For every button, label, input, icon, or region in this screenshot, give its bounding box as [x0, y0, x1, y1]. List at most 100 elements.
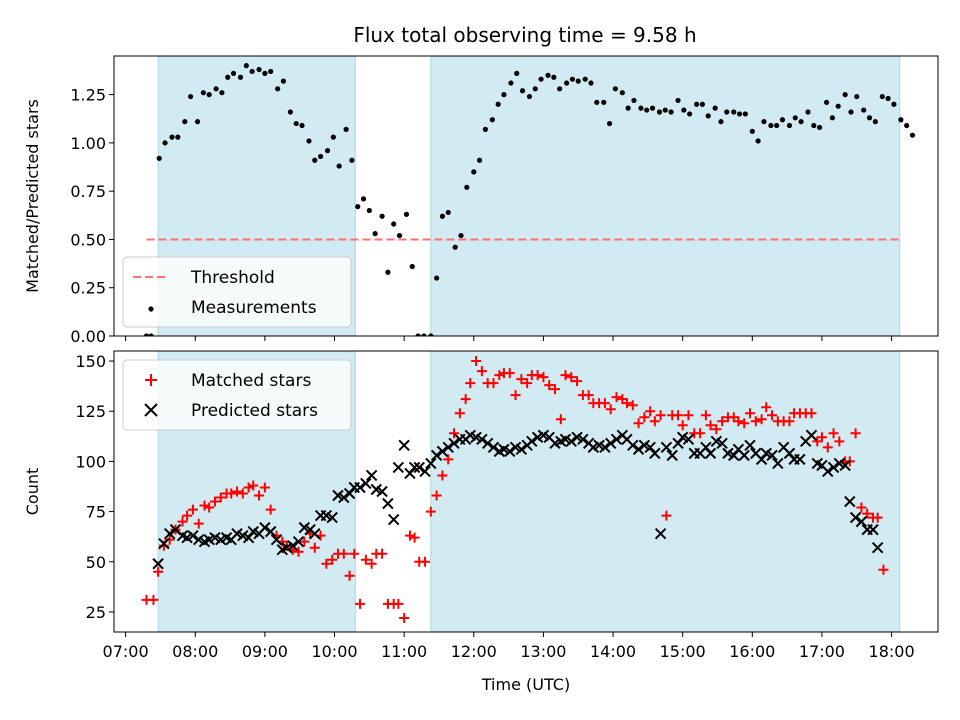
matched-point	[399, 612, 410, 623]
measurement-point	[262, 70, 268, 76]
measurement-point	[256, 66, 262, 73]
matched-point	[494, 370, 505, 381]
matched-point	[215, 492, 226, 503]
predicted-point	[649, 447, 661, 460]
matched-point	[420, 556, 431, 567]
predicted-point	[704, 447, 717, 460]
predicted-point	[292, 535, 305, 548]
predicted-point	[577, 433, 589, 446]
y-tick-label: 75	[86, 503, 106, 522]
predicted-point	[398, 439, 410, 452]
x-tick-label: 11:00	[381, 642, 427, 661]
measurement-point	[718, 119, 724, 125]
measurement-point	[156, 155, 162, 161]
matched-point	[639, 412, 650, 423]
matched-point	[309, 542, 320, 553]
matched-point	[673, 410, 684, 421]
y-tick-label: 150	[75, 352, 106, 371]
panel-counts: 25 50 75 100 125 150 07:00 08:00 09:00 10:00 11:00…	[23, 350, 939, 694]
matched-point	[739, 418, 750, 429]
predicted-point	[259, 521, 271, 534]
predicted-point	[867, 523, 879, 536]
legend-label: Predicted stars	[191, 401, 318, 421]
measurement-point	[349, 157, 355, 163]
matched-point	[254, 490, 265, 501]
measurement-point	[569, 76, 576, 82]
measurement-point	[557, 86, 563, 92]
measurement-point	[854, 93, 860, 100]
matched-point	[544, 380, 555, 391]
measurement-point	[749, 128, 755, 134]
matched-point	[248, 480, 259, 491]
measurement-point	[712, 105, 718, 111]
measurement-point	[768, 122, 774, 129]
predicted-point	[605, 437, 617, 450]
measurement-point	[434, 275, 440, 281]
predicted-point	[666, 449, 678, 462]
measurement-point	[237, 74, 244, 80]
measurement-point	[225, 74, 231, 80]
predicted-point	[610, 433, 623, 446]
measurement-point	[594, 99, 600, 105]
matched-point	[645, 406, 656, 417]
measurement-point	[330, 134, 336, 140]
matched-point	[750, 416, 761, 427]
matched-point	[437, 470, 448, 481]
measurement-point	[835, 103, 841, 109]
legend-label: Measurements	[191, 298, 317, 318]
matched-point	[599, 398, 610, 409]
measurement-point	[564, 80, 570, 86]
matched-point	[611, 392, 622, 403]
measurement-point	[385, 269, 391, 275]
measurement-point	[644, 107, 650, 113]
measurement-point	[817, 124, 823, 131]
legend-matched-swatch	[145, 374, 157, 386]
y-tick-label: 50	[86, 553, 106, 572]
matched-point	[510, 390, 521, 401]
measurement-point	[551, 74, 557, 80]
matched-point	[449, 428, 460, 439]
x-tick-label: 08:00	[172, 642, 218, 661]
measurement-point	[299, 122, 305, 129]
measurement-point	[842, 92, 848, 98]
measurement-point	[805, 109, 811, 115]
matched-point	[816, 432, 827, 443]
matched-point	[560, 370, 571, 381]
matched-point	[265, 504, 276, 515]
predicted-point	[855, 515, 868, 528]
matched-point	[538, 372, 549, 383]
measurement-point	[829, 115, 835, 121]
predicted-point	[632, 443, 645, 456]
matched-point	[655, 410, 666, 421]
predicted-point	[413, 461, 425, 474]
measurement-point	[872, 119, 878, 125]
matched-point	[226, 488, 237, 499]
measurement-point	[200, 90, 206, 96]
measurement-point	[526, 93, 533, 100]
predicted-point	[425, 457, 437, 470]
measurement-point	[230, 70, 237, 76]
legend-measurement-swatch	[148, 306, 154, 312]
matched-point	[572, 376, 583, 387]
measurement-point	[182, 119, 188, 125]
matched-point	[733, 416, 744, 427]
measurement-point	[848, 109, 854, 115]
matched-point	[532, 370, 543, 381]
y-tick-label: 0.75	[70, 182, 106, 201]
legend-box	[122, 359, 352, 431]
measurement-point	[638, 105, 644, 111]
matched-point	[834, 436, 845, 447]
measurement-point	[724, 109, 730, 115]
x-tick-label: 10:00	[311, 642, 357, 661]
measurement-point	[194, 119, 201, 125]
x-axis-label: Time (UTC)	[481, 675, 570, 694]
y-tick-label: 25	[86, 603, 106, 622]
predicted-point	[326, 511, 338, 524]
measurement-point	[909, 132, 916, 138]
matched-point	[878, 564, 889, 575]
measurement-point	[792, 115, 798, 121]
matched-point	[711, 424, 722, 435]
measurement-point	[421, 333, 427, 336]
measurement-point	[755, 138, 761, 144]
measurement-point	[169, 134, 175, 140]
